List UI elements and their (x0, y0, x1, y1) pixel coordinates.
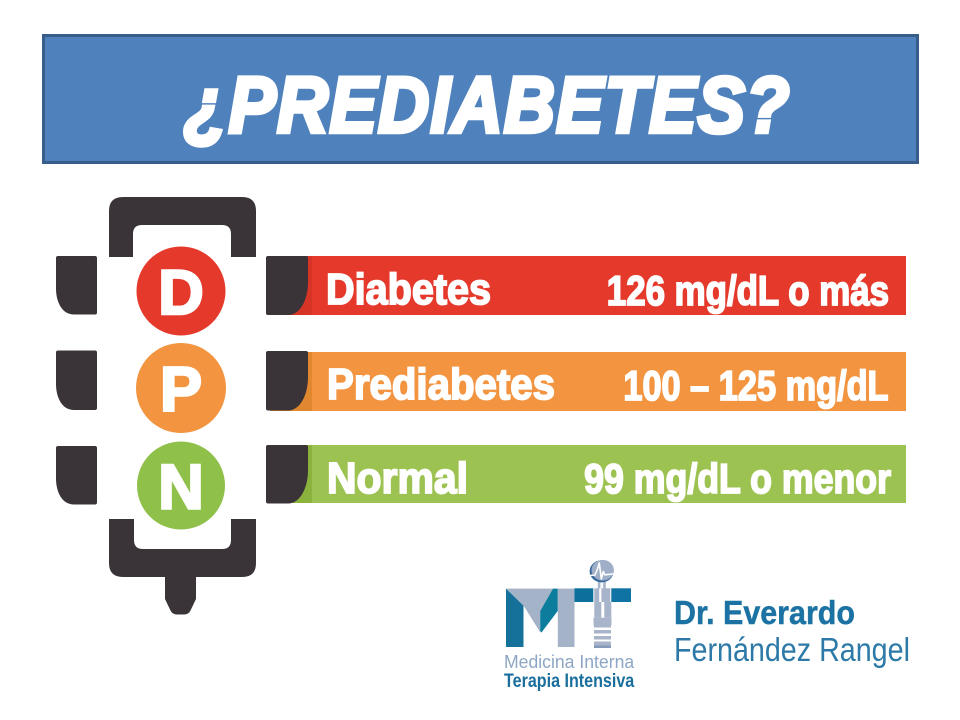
svg-text:P: P (160, 355, 202, 425)
svg-text:D: D (158, 258, 204, 328)
svg-text:N: N (158, 453, 204, 523)
